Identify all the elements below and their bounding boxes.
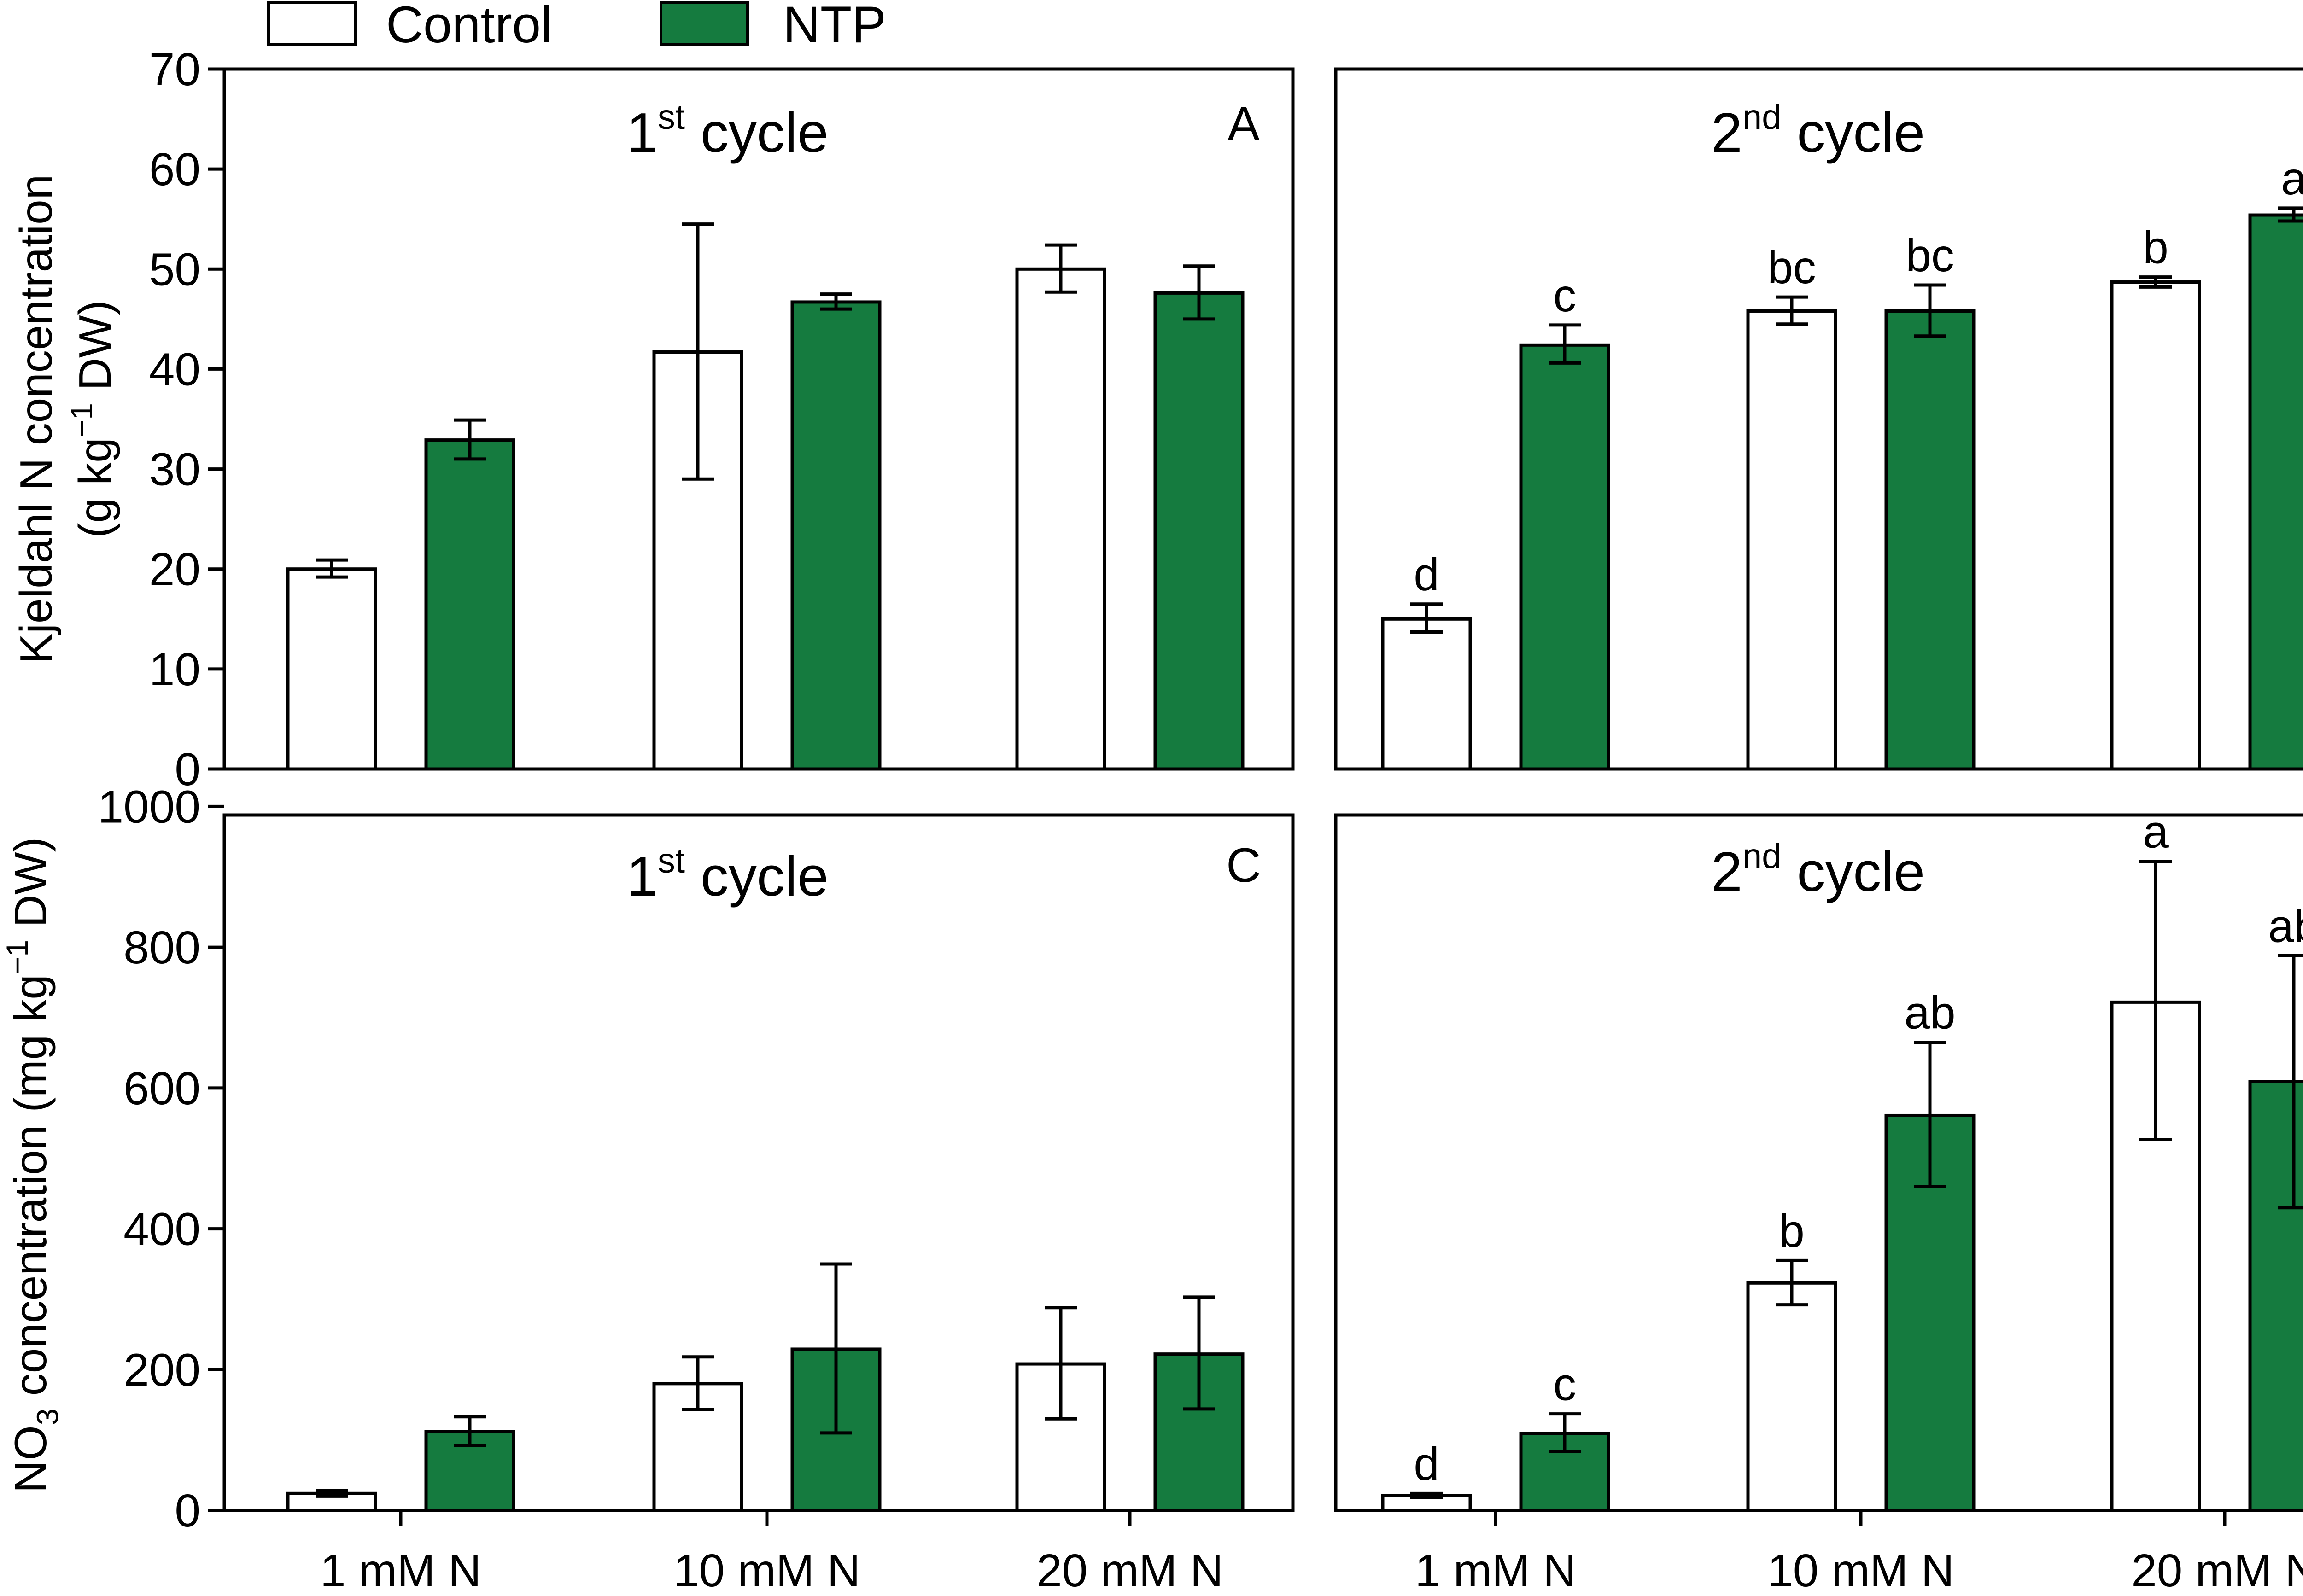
panel-b-frame	[1334, 67, 2303, 771]
y-tick-label: 20	[149, 544, 200, 595]
y-tick-label: 0	[175, 1485, 200, 1537]
y-tick-label: 70	[149, 44, 200, 95]
x-axis-left: 1 mM N 10 mM N 20 mM N	[320, 1510, 1223, 1596]
significance-letter: bc	[1767, 242, 1816, 293]
panel-c-letter: C	[1226, 839, 1261, 892]
significance-letter: b	[2143, 222, 2169, 274]
bar-ntp	[790, 300, 882, 771]
bar-control	[1015, 267, 1106, 771]
significance-letter: ab	[2268, 900, 2303, 952]
panel-c-title: 1st cycle	[626, 841, 829, 908]
significance-letters: dbcbcbcadbacabab	[1414, 153, 2303, 1490]
x-tick-label: 20 mM N	[2131, 1545, 2303, 1596]
panel-a-letter: A	[1227, 97, 1260, 151]
x-tick-label: 1 mM N	[320, 1545, 481, 1596]
y-axis-title-bottom: NO3 concentration (mg kg−1 DW)	[0, 837, 64, 1493]
significance-letter: d	[1414, 549, 1439, 600]
y-tick-label: 50	[149, 244, 200, 295]
significance-letter: d	[1414, 1438, 1439, 1490]
bar-ntp	[2248, 213, 2303, 771]
panel-a-frame	[222, 67, 1295, 771]
legend-swatch-ntp	[660, 1, 749, 46]
y-tick-label: 0	[175, 744, 200, 795]
x-tick-label: 10 mM N	[1767, 1545, 1954, 1596]
panel-a-title: 1st cycle	[626, 98, 829, 164]
panel-d-title: 2nd cycle	[1711, 837, 1925, 903]
bar-ntp	[424, 438, 515, 771]
y-axis-title-top-line1: Kjeldahl N concentration	[11, 175, 61, 664]
legend-label-control: Control	[386, 0, 552, 53]
x-tick-label: 1 mM N	[1415, 1545, 1576, 1596]
panel-d-frame	[1334, 813, 2303, 1512]
significance-letter: a	[2281, 153, 2303, 204]
panel-b-title: 2nd cycle	[1711, 98, 1925, 164]
y-tick-label: 1000	[98, 781, 200, 833]
significance-letter: c	[1553, 270, 1576, 321]
significance-letter: ab	[1904, 987, 1955, 1039]
significance-letter: b	[1779, 1205, 1805, 1257]
bar-control	[1746, 1281, 1837, 1512]
x-axis-right: 1 mM N 10 mM N 20 mM N	[1415, 1510, 2303, 1596]
y-axis-ticks: 0 10 20 30 40 50 60 70 0 200 400 600 800 1000	[98, 44, 224, 1537]
y-tick-label: 200	[123, 1344, 200, 1396]
y-tick-label: 600	[123, 1063, 200, 1114]
bar-ntp	[1884, 309, 1976, 771]
y-tick-label: 10	[149, 644, 200, 695]
legend: Control NTP	[267, 0, 886, 53]
y-tick-label: 40	[149, 344, 200, 395]
significance-letter: bc	[1906, 230, 1954, 281]
panel-c-frame	[222, 813, 1295, 1512]
bars	[286, 213, 2303, 1512]
bar-ntp	[1519, 343, 1610, 771]
y-axis-title-top-line2: (g kg−1 DW)	[64, 300, 120, 538]
error-bars	[316, 206, 2303, 1499]
legend-swatch-control	[267, 1, 357, 46]
x-tick-label: 10 mM N	[673, 1545, 860, 1596]
x-tick-label: 20 mM N	[1036, 1545, 1223, 1596]
significance-letter: a	[2143, 806, 2169, 858]
y-tick-label: 400	[123, 1204, 200, 1255]
bar-control	[1746, 309, 1837, 771]
y-tick-label: 60	[149, 144, 200, 195]
bar-control	[1381, 617, 1472, 771]
y-tick-label: 800	[123, 922, 200, 973]
bar-control	[286, 567, 377, 771]
legend-label-ntp: NTP	[783, 0, 886, 53]
significance-letter: c	[1553, 1359, 1576, 1410]
bar-control	[2110, 280, 2201, 771]
bar-ntp	[1153, 291, 1245, 771]
y-tick-label: 30	[149, 444, 200, 495]
